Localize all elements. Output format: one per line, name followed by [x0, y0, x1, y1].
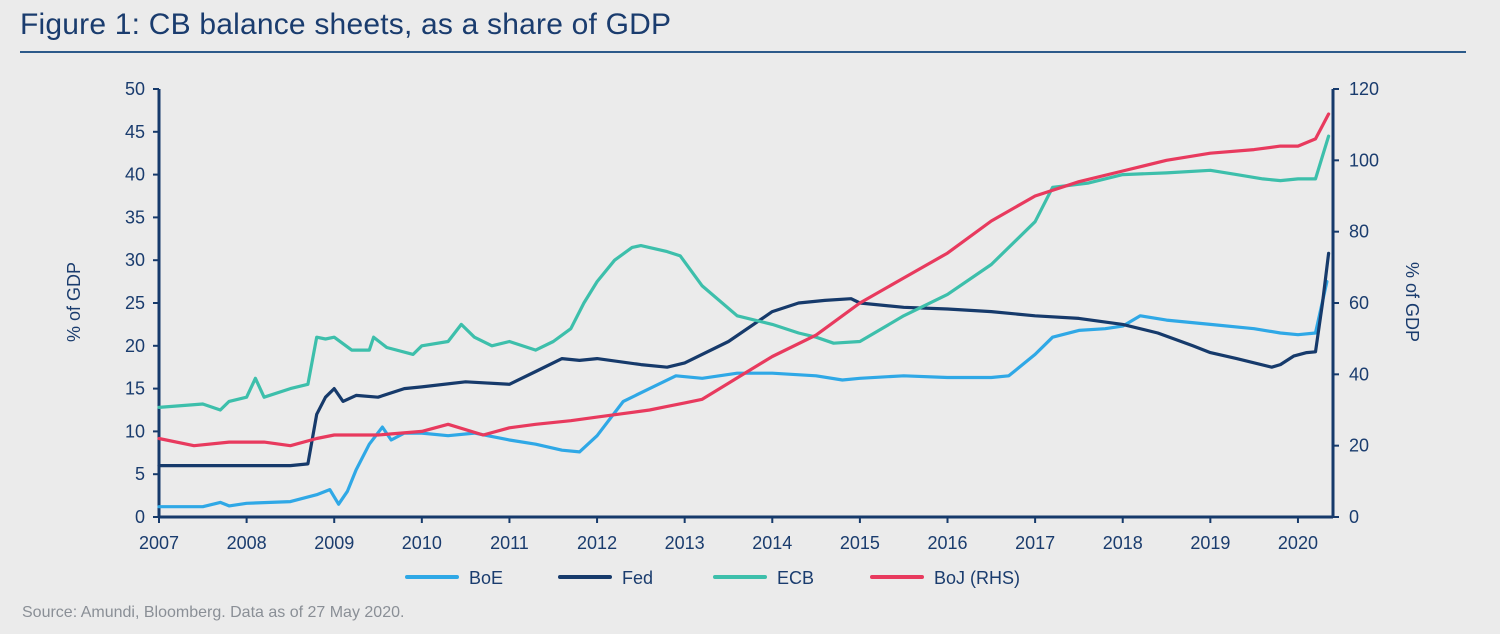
y-tick-label-right: 0	[1349, 507, 1359, 527]
legend-label-fed: Fed	[622, 568, 653, 588]
title-rule	[20, 51, 1466, 53]
y-tick-label-right: 120	[1349, 79, 1379, 99]
x-tick-label: 2010	[402, 533, 442, 553]
y-tick-label-left: 35	[125, 207, 145, 227]
y-tick-label-left: 15	[125, 379, 145, 399]
y-tick-label-left: 45	[125, 122, 145, 142]
x-tick-label: 2013	[665, 533, 705, 553]
x-tick-label: 2012	[577, 533, 617, 553]
y-axis-label-right: % of GDP	[1402, 262, 1422, 342]
legend: BoE Fed ECB BoJ (RHS)	[405, 568, 1020, 588]
y-tick-label-left: 20	[125, 336, 145, 356]
series-layer	[157, 112, 1331, 509]
y-tick-label-left: 50	[125, 79, 145, 99]
x-tick-label: 2011	[490, 533, 529, 553]
y-axis-label-left: % of GDP	[64, 262, 84, 342]
x-tick-label: 2014	[752, 533, 792, 553]
legend-label-boj-rhs: BoJ (RHS)	[934, 568, 1020, 588]
y-tick-label-left: 10	[125, 421, 145, 441]
y-tick-label-left: 5	[135, 464, 145, 484]
legend-label-boe: BoE	[469, 568, 503, 588]
y-tick-label-left: 0	[135, 507, 145, 527]
y-tick-label-right: 60	[1349, 293, 1369, 313]
series-line-boj-rhs	[157, 112, 1331, 448]
x-tick-label: 2007	[139, 533, 179, 553]
legend-label-ecb: ECB	[777, 568, 814, 588]
y-tick-label-right: 40	[1349, 364, 1369, 384]
y-tick-label-left: 40	[125, 165, 145, 185]
series-line-ecb	[157, 134, 1331, 412]
axes-layer: 0 5 10 15 20 25 30 35 40 45 50 0 20 40 60 80 100 120 2007 2…	[125, 79, 1379, 553]
series-line-fed	[157, 251, 1331, 468]
line-chart: 0 5 10 15 20 25 30 35 40 45 50 0 20 40 60 80 100 120 2007 2…	[64, 79, 1422, 588]
x-tick-label: 2019	[1190, 533, 1230, 553]
y-tick-label-left: 25	[125, 293, 145, 313]
x-tick-label: 2020	[1278, 533, 1318, 553]
page-title: Figure 1: CB balance sheets, as a share …	[20, 8, 672, 41]
x-tick-label: 2017	[1015, 533, 1055, 553]
x-tick-label: 2016	[927, 533, 967, 553]
y-tick-label-right: 80	[1349, 222, 1369, 242]
x-tick-label: 2018	[1103, 533, 1143, 553]
x-tick-label: 2015	[840, 533, 880, 553]
y-tick-label-left: 30	[125, 250, 145, 270]
x-tick-label: 2009	[314, 533, 354, 553]
y-tick-label-right: 20	[1349, 436, 1369, 456]
source-note: Source: Amundi, Bloomberg. Data as of 27…	[22, 604, 405, 621]
y-tick-label-right: 100	[1349, 150, 1379, 170]
x-tick-label: 2008	[227, 533, 267, 553]
series-line-boe	[157, 280, 1329, 509]
